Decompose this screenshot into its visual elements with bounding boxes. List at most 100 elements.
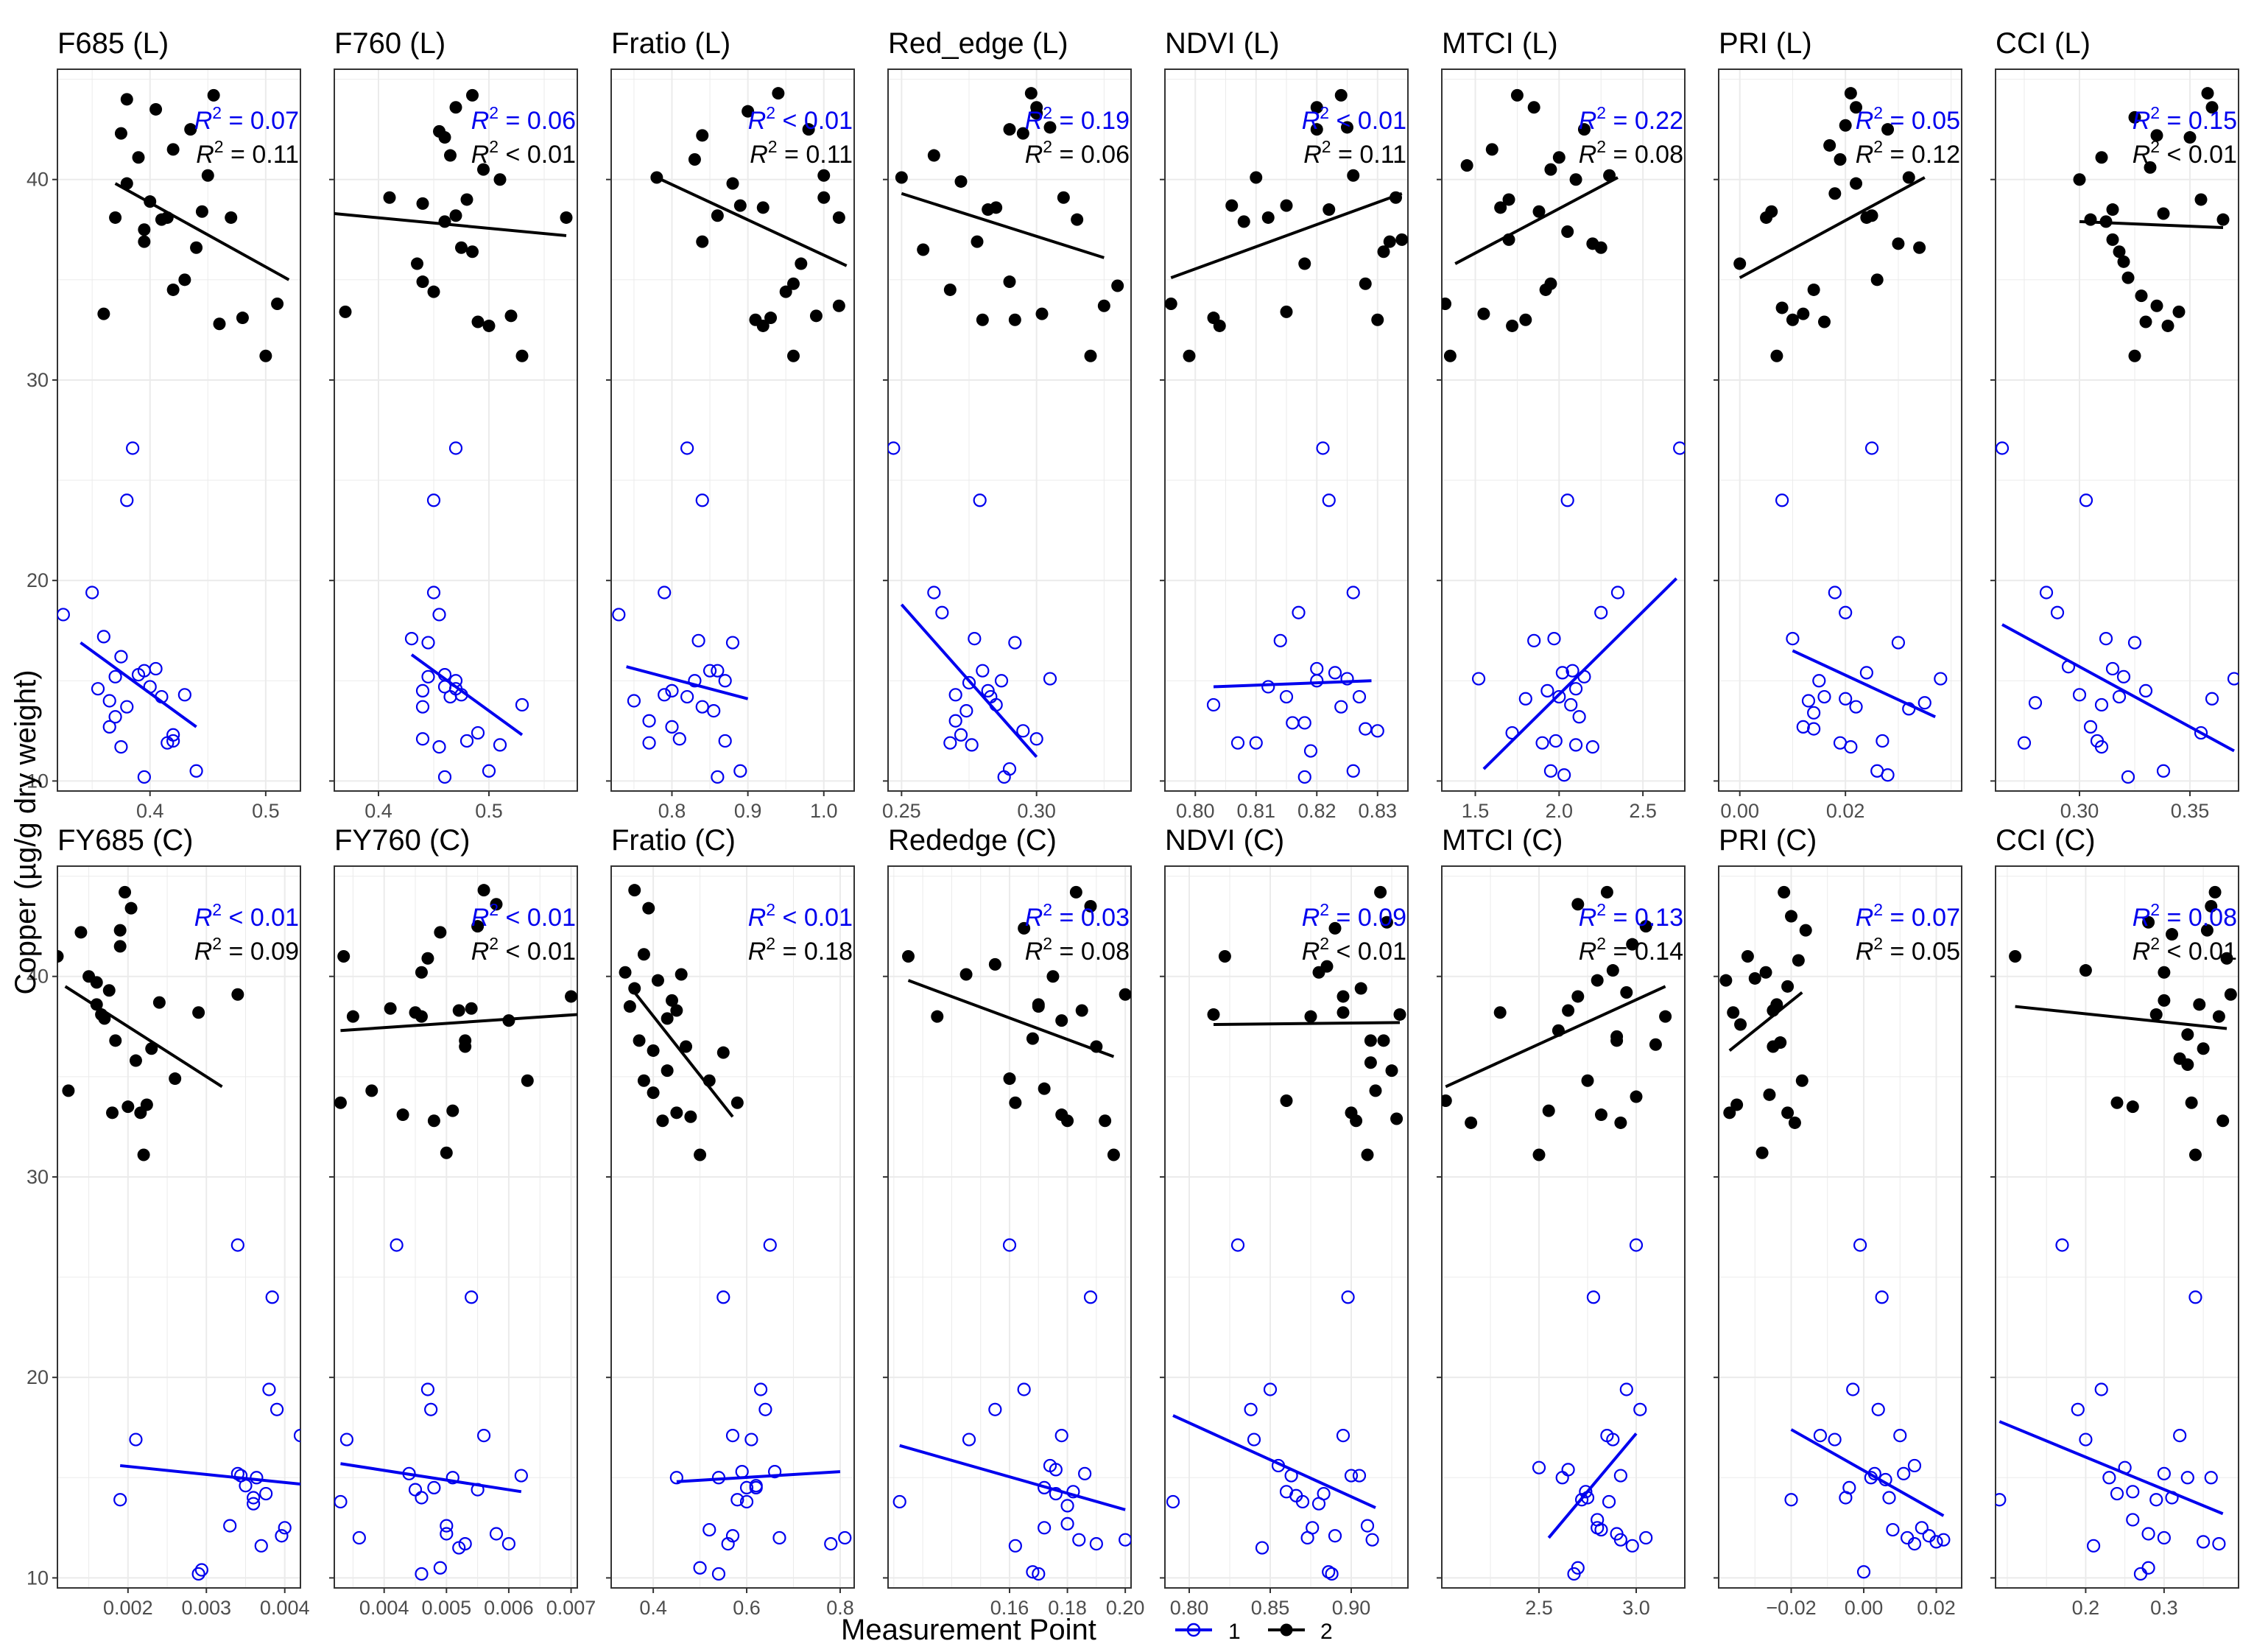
data-point (262, 1382, 276, 1396)
data-point (1532, 1461, 1546, 1475)
data-point (1029, 732, 1043, 746)
data-point (764, 312, 778, 325)
data-point (1864, 441, 1879, 455)
regression-line (900, 603, 1038, 759)
data-point (1532, 1148, 1546, 1161)
data-point (337, 950, 351, 963)
data-point (1038, 1521, 1052, 1535)
data-point (1016, 127, 1029, 140)
data-point (637, 948, 650, 961)
data-point (1316, 441, 1330, 455)
r-squared-label: R2 < 0.01 (2133, 137, 2237, 169)
data-point (1620, 986, 1633, 999)
data-point (2173, 1429, 2187, 1443)
panel-title: FY685 (C) (57, 824, 194, 857)
data-point (1886, 1522, 1900, 1537)
data-point (1354, 982, 1367, 995)
data-point (637, 1074, 650, 1087)
data-point (1206, 697, 1221, 712)
data-point (2216, 213, 2230, 226)
data-point (459, 734, 474, 748)
x-tick-label: 0.82 (1297, 800, 1336, 822)
data-point (192, 1006, 205, 1019)
series-2 (2009, 885, 2237, 1161)
data-point (415, 1491, 429, 1505)
data-point (895, 171, 908, 184)
data-point (434, 926, 447, 939)
data-point (688, 674, 702, 688)
data-point (1336, 1006, 1350, 1019)
regression-line (656, 176, 848, 267)
data-point (1097, 299, 1110, 312)
r-squared-label: R2 = 0.18 (748, 934, 853, 966)
data-point (1250, 171, 1263, 184)
regression-line (410, 653, 524, 737)
data-point (1594, 241, 1607, 254)
data-point (1996, 441, 2010, 455)
regression-line (1792, 649, 1936, 719)
data-point (2172, 305, 2186, 318)
data-point (1003, 123, 1016, 136)
legend-series-2-label: 2 (1320, 1620, 1333, 1644)
data-point (1317, 1486, 1331, 1501)
data-point (838, 1530, 852, 1545)
data-point (1046, 970, 1060, 983)
data-point (2073, 173, 2086, 186)
data-point (1280, 305, 1293, 318)
data-point (1371, 313, 1384, 326)
data-point (1237, 215, 1250, 228)
r-squared-label: R2 < 0.01 (1302, 934, 1406, 966)
data-point (1369, 1084, 1382, 1097)
r-squared-label: R2 = 0.11 (196, 137, 299, 169)
data-point (415, 966, 428, 979)
data-point (108, 669, 122, 683)
data-point (1734, 1018, 1747, 1031)
data-point (247, 1497, 261, 1511)
data-point (1365, 1533, 1379, 1547)
data-point (1442, 1094, 1452, 1107)
data-point (1297, 716, 1311, 730)
plot-area (1719, 885, 1951, 1579)
data-point (733, 764, 747, 778)
data-point (1057, 191, 1070, 204)
regression-line (901, 191, 1105, 259)
data-point (415, 683, 430, 697)
data-point (459, 1040, 472, 1053)
data-point (2205, 101, 2219, 114)
data-point (1907, 1537, 1922, 1551)
regression-line (626, 665, 749, 700)
data-point (1075, 1004, 1088, 1017)
data-point (404, 632, 419, 646)
x-tick-label: 1.0 (810, 800, 838, 822)
data-point (1639, 1530, 1653, 1545)
data-point (137, 664, 151, 678)
data-point (2205, 692, 2219, 706)
data-point (465, 1002, 478, 1015)
data-point (658, 688, 672, 702)
data-point (102, 720, 116, 734)
data-point (383, 191, 396, 204)
data-point (1018, 921, 1031, 935)
plot-area (1165, 88, 1408, 784)
data-point (2157, 1466, 2171, 1480)
data-point (763, 1238, 777, 1252)
panel-border (1164, 68, 1409, 792)
data-point (948, 688, 962, 702)
panel-fy760-c: FY760 (C) 0.004 0.005 0.006 0.007 R2 < 0.01R2… (329, 824, 596, 1619)
data-point (1781, 980, 1795, 993)
x-tick-label: 0.002 (103, 1597, 153, 1619)
plot-area (619, 884, 852, 1581)
data-point (1881, 768, 1895, 782)
data-point (1560, 493, 1574, 507)
data-point (421, 952, 434, 965)
y-tick-label: 40 (27, 966, 49, 988)
regression-line (1728, 991, 1803, 1052)
data-point (440, 1146, 453, 1159)
data-point (1016, 724, 1030, 738)
r-squared-label: R2 = 0.09 (1302, 900, 1406, 932)
regression-line (1170, 191, 1403, 279)
